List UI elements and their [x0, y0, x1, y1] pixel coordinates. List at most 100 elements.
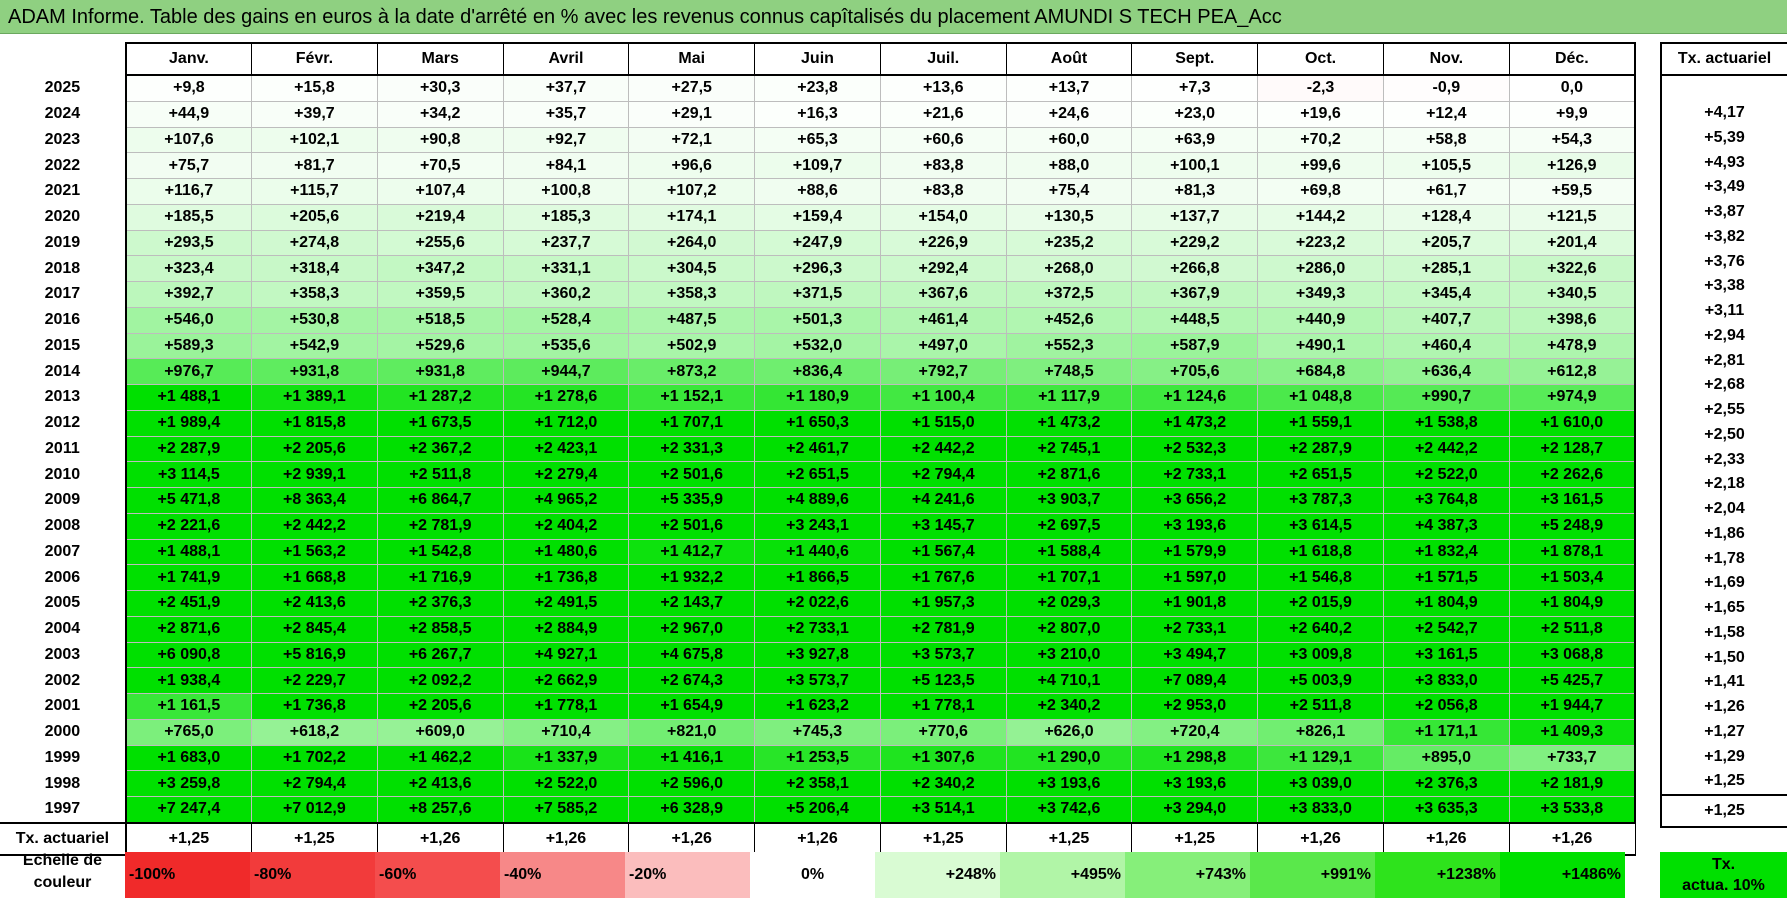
gain-cell: +60,0	[1005, 126, 1133, 154]
gain-cell: +618,2	[251, 718, 378, 746]
column-header: Déc.	[1508, 42, 1636, 76]
gain-cell: +2 794,4	[879, 461, 1007, 488]
gain-cell: +2 358,1	[754, 770, 881, 797]
footer-label: Tx. actuariel	[0, 821, 127, 856]
gain-cell: +2 442,2	[1382, 435, 1510, 463]
table-row: 2021 +116,7 +115,7 +107,4 +100,8 +107,2 +88,6 +…	[0, 178, 1636, 205]
gain-cell: +1 488,1	[124, 538, 253, 566]
gain-cell: +931,8	[251, 358, 378, 385]
gain-cell: +7 247,4	[124, 795, 253, 824]
gain-cell: +293,5	[124, 229, 253, 257]
gain-cell: +296,3	[754, 255, 881, 282]
gain-cell: +1 778,1	[879, 693, 1007, 720]
gain-cell: +4 889,6	[754, 487, 881, 514]
gain-cell: +2 340,2	[1005, 693, 1133, 720]
color-scale-label: Echelle de couleur	[0, 850, 125, 902]
gain-cell: +2 522,0	[502, 770, 630, 797]
gain-cell: +4 965,2	[502, 487, 630, 514]
gain-cell: +128,4	[1382, 203, 1510, 231]
rate-cell: +1,69	[1660, 571, 1787, 596]
legend-tx-line1: Tx.	[1711, 856, 1736, 873]
gain-cell: +359,5	[376, 281, 504, 308]
gain-cell: +1 668,8	[251, 564, 378, 591]
rate-cell: +3,87	[1660, 199, 1787, 225]
rate-cell: +5,39	[1660, 125, 1787, 151]
gain-cell: +1 571,5	[1382, 564, 1510, 591]
footer-rate-cell: +1,25	[251, 821, 378, 856]
gain-cell: +3 161,5	[1382, 641, 1510, 669]
gain-cell: +1 416,1	[628, 744, 756, 772]
gain-cell: +2 745,1	[1005, 435, 1133, 463]
footer-row: Tx. actuariel +1,25 +1,25 +1,26 +1,26 +1,26 +1…	[0, 821, 1636, 856]
gain-cell: +63,9	[1131, 126, 1259, 154]
gain-cell: +2 501,6	[628, 512, 756, 540]
gain-cell: +2 205,6	[376, 693, 504, 720]
color-scale-box: 0%	[750, 852, 875, 898]
gain-cell: +3 114,5	[124, 461, 253, 488]
gain-cell: +1 618,8	[1257, 538, 1384, 566]
gain-cell: +3 656,2	[1131, 487, 1259, 514]
gain-cell: +3 193,6	[1005, 770, 1133, 797]
gain-cell: +1 654,9	[628, 693, 756, 720]
gain-cell: +2 542,7	[1382, 615, 1510, 643]
gain-cell: +3 742,6	[1005, 795, 1133, 824]
gain-cell: +1 462,2	[376, 744, 504, 772]
gain-cell: +109,7	[754, 152, 881, 179]
gain-cell: +1 736,8	[502, 564, 630, 591]
gain-cell: +487,5	[628, 306, 756, 334]
year-label: 2016	[0, 307, 127, 333]
gain-cell: +107,4	[376, 178, 504, 205]
year-label: 1999	[0, 745, 127, 771]
gain-cell: +159,4	[754, 203, 881, 231]
table-row: 2016 +546,0 +530,8 +518,5 +528,4 +487,5 +501,3…	[0, 306, 1636, 334]
gain-cell: +1 778,1	[502, 693, 630, 720]
color-scale-box: -100%	[125, 852, 250, 898]
gain-cell: +235,2	[1005, 229, 1133, 257]
color-scale-box: -20%	[625, 852, 750, 898]
gain-cell: +2 413,6	[251, 590, 378, 617]
rate-cell: +1,58	[1660, 620, 1787, 646]
rate-cell: +3,11	[1660, 298, 1787, 324]
gain-cell: +2 596,0	[628, 770, 756, 797]
gain-cell: +2 953,0	[1131, 693, 1259, 720]
rate-cell: +3,82	[1660, 224, 1787, 250]
table-row: 2024 +44,9 +39,7 +34,2 +35,7 +29,1 +16,3 +21,6 +…	[0, 100, 1636, 128]
gain-cell: +1 944,7	[1508, 693, 1636, 720]
legend-tx-box: Tx. actua. 10%	[1660, 852, 1787, 898]
gain-cell: +2 331,3	[628, 435, 756, 463]
gain-cell: +116,7	[124, 178, 253, 205]
gain-cell: +1 610,0	[1508, 409, 1636, 437]
rate-cell: +2,81	[1660, 348, 1787, 373]
gain-cell: +2 022,6	[754, 590, 881, 617]
gain-cell: +2 442,2	[879, 435, 1007, 463]
gain-cell: +490,1	[1257, 332, 1384, 360]
gain-cell: +92,7	[502, 126, 630, 154]
gain-cell: +1 152,1	[628, 384, 756, 411]
gain-cell: +3 833,0	[1382, 667, 1510, 694]
year-label: 2013	[0, 384, 127, 411]
gain-cell: +1 832,4	[1382, 538, 1510, 566]
gain-cell: +1 278,6	[502, 384, 630, 411]
gain-cell: +1 650,3	[754, 409, 881, 437]
gain-cell: +7 089,4	[1131, 667, 1259, 694]
gain-cell: +3 145,7	[879, 512, 1007, 540]
gain-cell: +2 662,9	[502, 667, 630, 694]
year-label: 2018	[0, 255, 127, 282]
gain-cell: +5 123,5	[879, 667, 1007, 694]
gain-cell: +322,6	[1508, 255, 1636, 282]
gain-cell: +126,9	[1508, 152, 1636, 179]
gain-cell: +349,3	[1257, 281, 1384, 308]
gain-cell: +452,6	[1005, 306, 1133, 334]
gain-cell: +528,4	[502, 306, 630, 334]
gain-cell: +3 787,3	[1257, 487, 1384, 514]
table-row: 2014 +976,7 +931,8 +931,8 +944,7 +873,2 +836,4…	[0, 358, 1636, 385]
gain-cell: +2 501,6	[628, 461, 756, 488]
gain-cell: +895,0	[1382, 744, 1510, 772]
gain-cell: +255,6	[376, 229, 504, 257]
gain-cell: +1 767,6	[879, 564, 1007, 591]
gain-cell: +286,0	[1257, 255, 1384, 282]
year-label: 1998	[0, 770, 127, 797]
year-label: 2011	[0, 436, 127, 462]
rate-cell: +2,50	[1660, 422, 1787, 448]
